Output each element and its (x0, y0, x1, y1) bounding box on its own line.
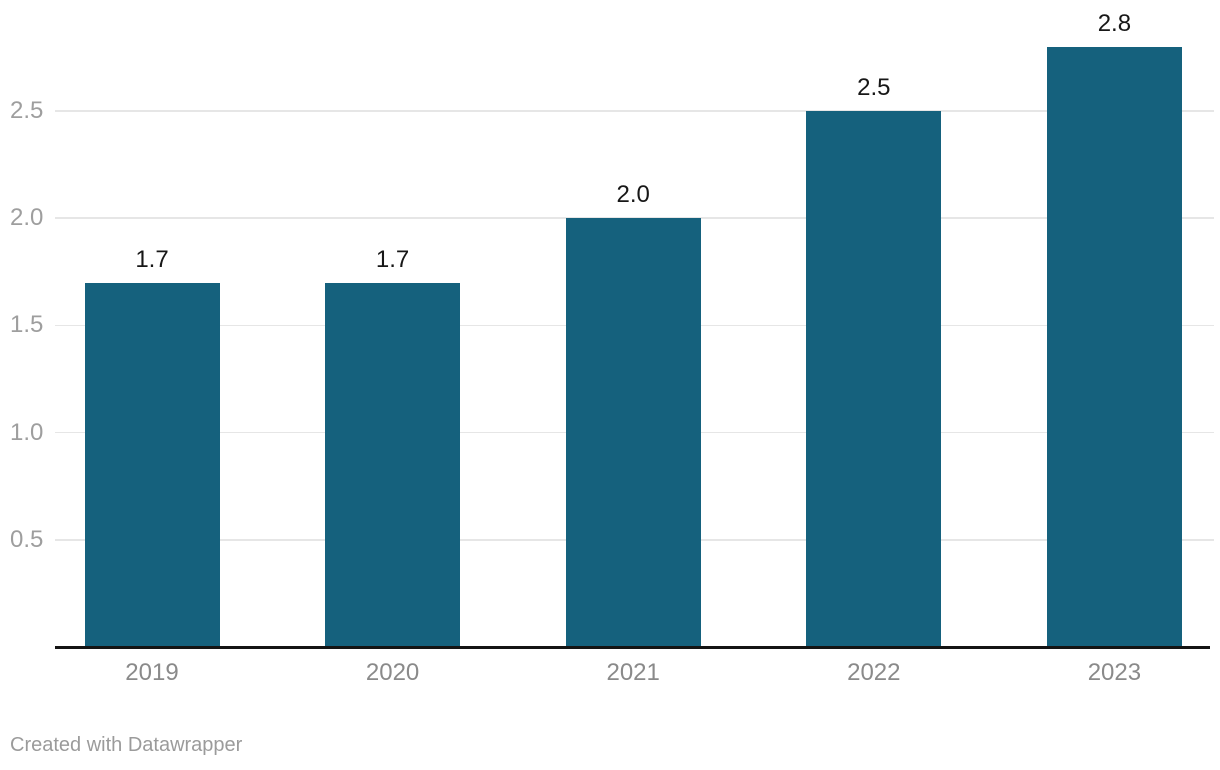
bar-value-label: 2.8 (1097, 9, 1132, 37)
bar-2023 (1046, 46, 1182, 647)
x-axis-label: 2022 (847, 659, 901, 686)
bar-value-label: 1.7 (135, 245, 169, 273)
x-axis-label: 2023 (1087, 659, 1142, 686)
bar-value-label: 2.0 (616, 181, 650, 209)
bar-2020 (325, 282, 461, 647)
bar-value-label: 1.7 (375, 245, 410, 273)
datawrapper-attribution: Created with Datawrapper (10, 734, 243, 756)
y-tick-label: 1.0 (10, 418, 44, 446)
bar-value-label: 2.5 (857, 74, 891, 101)
y-tick-label: 1.5 (10, 311, 44, 339)
bar-2019 (84, 282, 220, 647)
x-axis-label: 2019 (125, 659, 179, 686)
gridline (55, 110, 1214, 112)
y-tick-label: 0.5 (10, 525, 44, 553)
y-tick-label: 2.0 (10, 204, 44, 232)
bar-2021 (565, 218, 701, 647)
y-tick-label: 2.5 (10, 97, 44, 124)
x-axis-label: 2020 (365, 659, 420, 686)
x-axis-label: 2021 (606, 659, 660, 686)
bar-2022 (806, 111, 942, 647)
x-axis-line (55, 646, 1210, 649)
